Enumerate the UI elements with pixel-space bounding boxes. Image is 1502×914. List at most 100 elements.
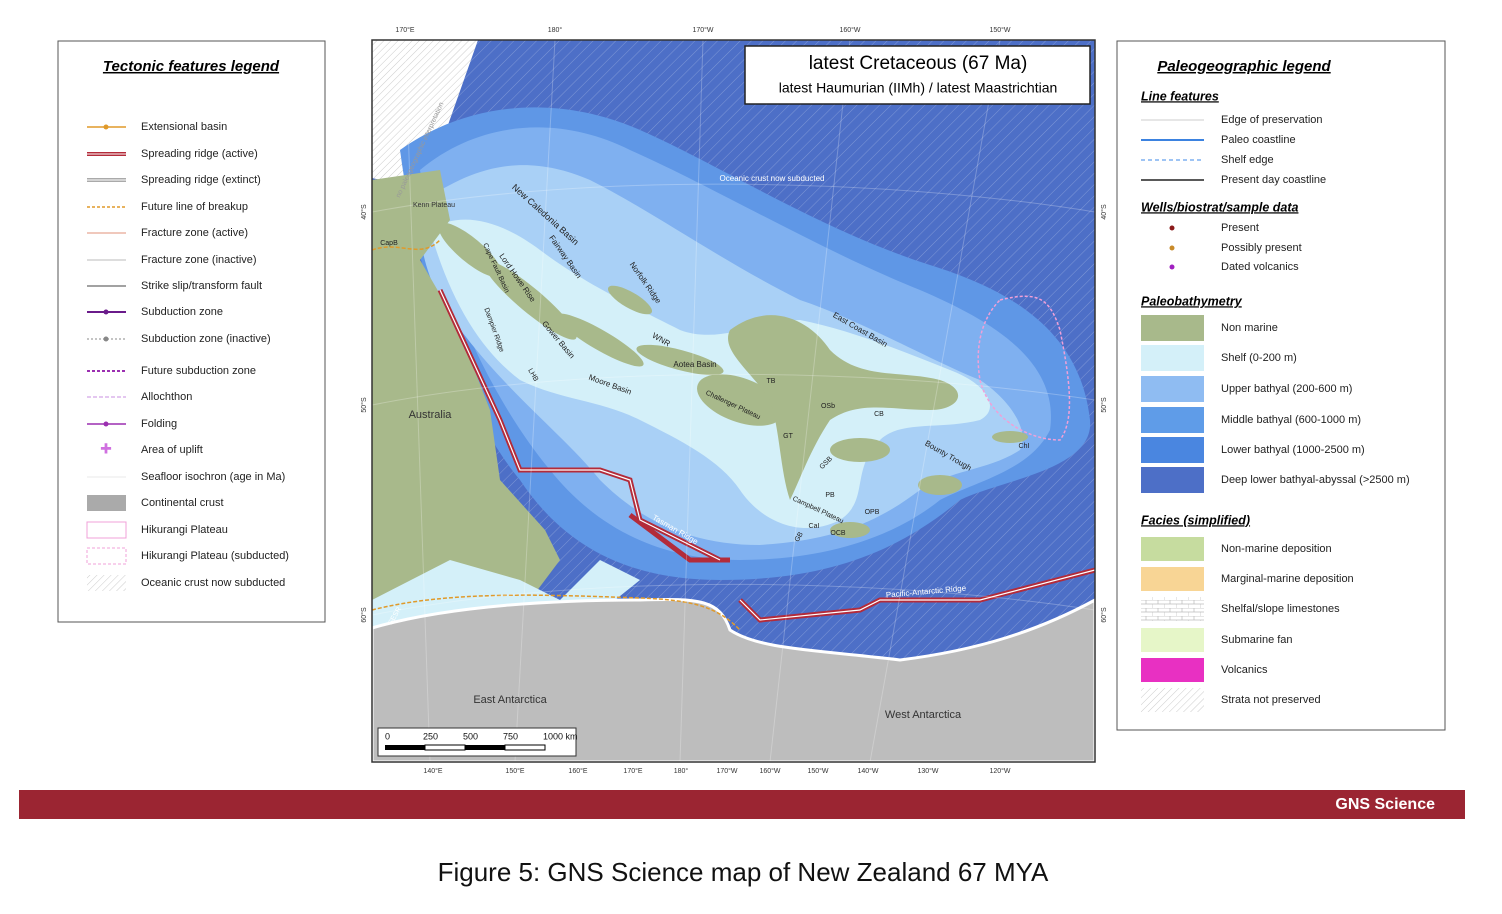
legend-swatch: [1141, 376, 1204, 402]
map-label: CapB: [380, 240, 398, 247]
map-label: CB: [874, 411, 884, 418]
map-label: OCB: [830, 530, 846, 537]
legend-label: Spreading ridge (extinct): [141, 174, 261, 186]
legend-items: Extensional basin Spreading ridge (active…: [86, 121, 289, 591]
legend-swatch: [1141, 407, 1204, 433]
legend-swatch: [1141, 315, 1204, 341]
map-label: Aotea Basin: [673, 360, 716, 369]
footer-bar: [19, 790, 1465, 819]
longitude-label: 120°W: [989, 767, 1010, 775]
scale-label: 750: [503, 731, 518, 741]
legend-label: Folding: [141, 418, 177, 430]
legend-label: Shelf edge: [1221, 154, 1274, 166]
legend-label: Dated volcanics: [1221, 261, 1299, 273]
legend-label: Fracture zone (inactive): [141, 254, 257, 266]
map-label: GB: [794, 531, 805, 544]
legend-swatch: [1141, 658, 1204, 682]
map-label: OPB: [865, 509, 880, 516]
longitude-label: 130°W: [917, 767, 938, 775]
legend-swatch: [87, 575, 126, 591]
longitude-label: 160°W: [759, 767, 780, 775]
longitude-label: 170°W: [692, 26, 713, 34]
legend-swatch: [1169, 264, 1175, 270]
legend-label: Spreading ridge (active): [141, 148, 258, 160]
legend-swatch: [87, 495, 126, 511]
legend-swatch: [1141, 597, 1204, 621]
legend-heading: Paleobathymetry: [1141, 294, 1243, 308]
legend-swatch: [1141, 628, 1204, 652]
longitude-label: 160°E: [568, 767, 587, 775]
legend-swatch: [1169, 245, 1175, 251]
longitude-label: 170°W: [716, 767, 737, 775]
legend-swatch: [103, 336, 109, 342]
longitude-label: 160°W: [839, 26, 860, 34]
legend-swatch: [1141, 437, 1204, 463]
caption: Figure 5: GNS Science map of New Zealand…: [438, 857, 1049, 887]
legend-label: Lower bathyal (1000-2500 m): [1221, 444, 1365, 456]
scale-label: 500: [463, 731, 478, 741]
legend-swatch: [1169, 225, 1175, 231]
longitude-label: 140°W: [857, 767, 878, 775]
legend-swatch: [1141, 688, 1204, 712]
legend-heading: Facies (simplified): [1141, 513, 1250, 527]
map-label: East Antarctica: [473, 694, 547, 706]
legend-label: Future line of breakup: [141, 201, 248, 213]
legend-label: Middle bathyal (600-1000 m): [1221, 414, 1361, 426]
latitude-label: 40°S: [1100, 204, 1108, 220]
legend-label: Upper bathyal (200-600 m): [1221, 383, 1352, 395]
legend-label: Extensional basin: [141, 121, 227, 133]
legend-label: Shelf (0-200 m): [1221, 352, 1297, 364]
longitude-label: 180°: [548, 26, 563, 34]
legend-swatch: [1141, 567, 1204, 591]
map-label: TB: [767, 378, 776, 385]
longitude-label: 170°E: [623, 767, 642, 775]
legend-swatch: [1141, 467, 1204, 493]
latitude-label: 40°S: [360, 204, 368, 220]
legend-heading: Wells/biostrat/sample data: [1141, 200, 1299, 214]
scale-label: 250: [423, 731, 438, 741]
legend-label: Submarine fan: [1221, 634, 1293, 646]
map-label: GT: [783, 433, 793, 440]
map-frame: latest Cretaceous (67 Ma) latest Haumuri…: [371, 39, 1096, 763]
longitude-label: 150°W: [807, 767, 828, 775]
legend-label: Subduction zone (inactive): [141, 333, 271, 345]
legend-label: Possibly present: [1221, 242, 1302, 254]
map-label: Kenn Plateau: [413, 202, 455, 209]
legend-swatch: [103, 421, 109, 427]
longitude-label: 140°E: [423, 767, 442, 775]
legend-swatch: [103, 309, 109, 315]
legend-swatch: [103, 124, 109, 130]
map-subtitle: latest Haumurian (IIMh) / latest Maastri…: [779, 80, 1058, 96]
legend-label: Strike slip/transform fault: [141, 280, 262, 292]
scale-label: 0: [385, 731, 390, 741]
scale-bar-box: [377, 727, 577, 757]
latitude-label: 50°S: [360, 397, 368, 413]
latitude-label: 60°S: [360, 607, 368, 623]
legend-label: Paleo coastline: [1221, 134, 1296, 146]
legend-label: Future subduction zone: [141, 365, 256, 377]
scale-label: 1000 km: [543, 731, 578, 741]
legend-title: Paleogeographic legend: [1157, 58, 1331, 75]
legend-swatch: [86, 521, 127, 539]
legend-label: Present day coastline: [1221, 174, 1326, 186]
legend-heading: Line features: [1141, 89, 1219, 103]
legend-label: Subduction zone: [141, 306, 223, 318]
legend-swatch: [86, 547, 127, 565]
legend-label: Non-marine deposition: [1221, 543, 1332, 555]
longitude-label: 170°E: [395, 26, 414, 34]
map-title: latest Cretaceous (67 Ma): [809, 53, 1028, 74]
legend-label: Allochthon: [141, 391, 192, 403]
legend-label: Strata not preserved: [1221, 694, 1321, 706]
legend-label: Present: [1221, 222, 1259, 234]
legend-label: Non marine: [1221, 322, 1278, 334]
legend-swatch: ✚: [100, 441, 112, 457]
map-label: PB: [825, 492, 835, 499]
legend-label: Deep lower bathyal-abyssal (>2500 m): [1221, 474, 1410, 486]
legend-label: Seafloor isochron (age in Ma): [141, 471, 285, 483]
legend-swatch: [1141, 345, 1204, 371]
legend-label: Hikurangi Plateau: [141, 524, 228, 536]
longitude-label: 180°: [674, 767, 689, 775]
